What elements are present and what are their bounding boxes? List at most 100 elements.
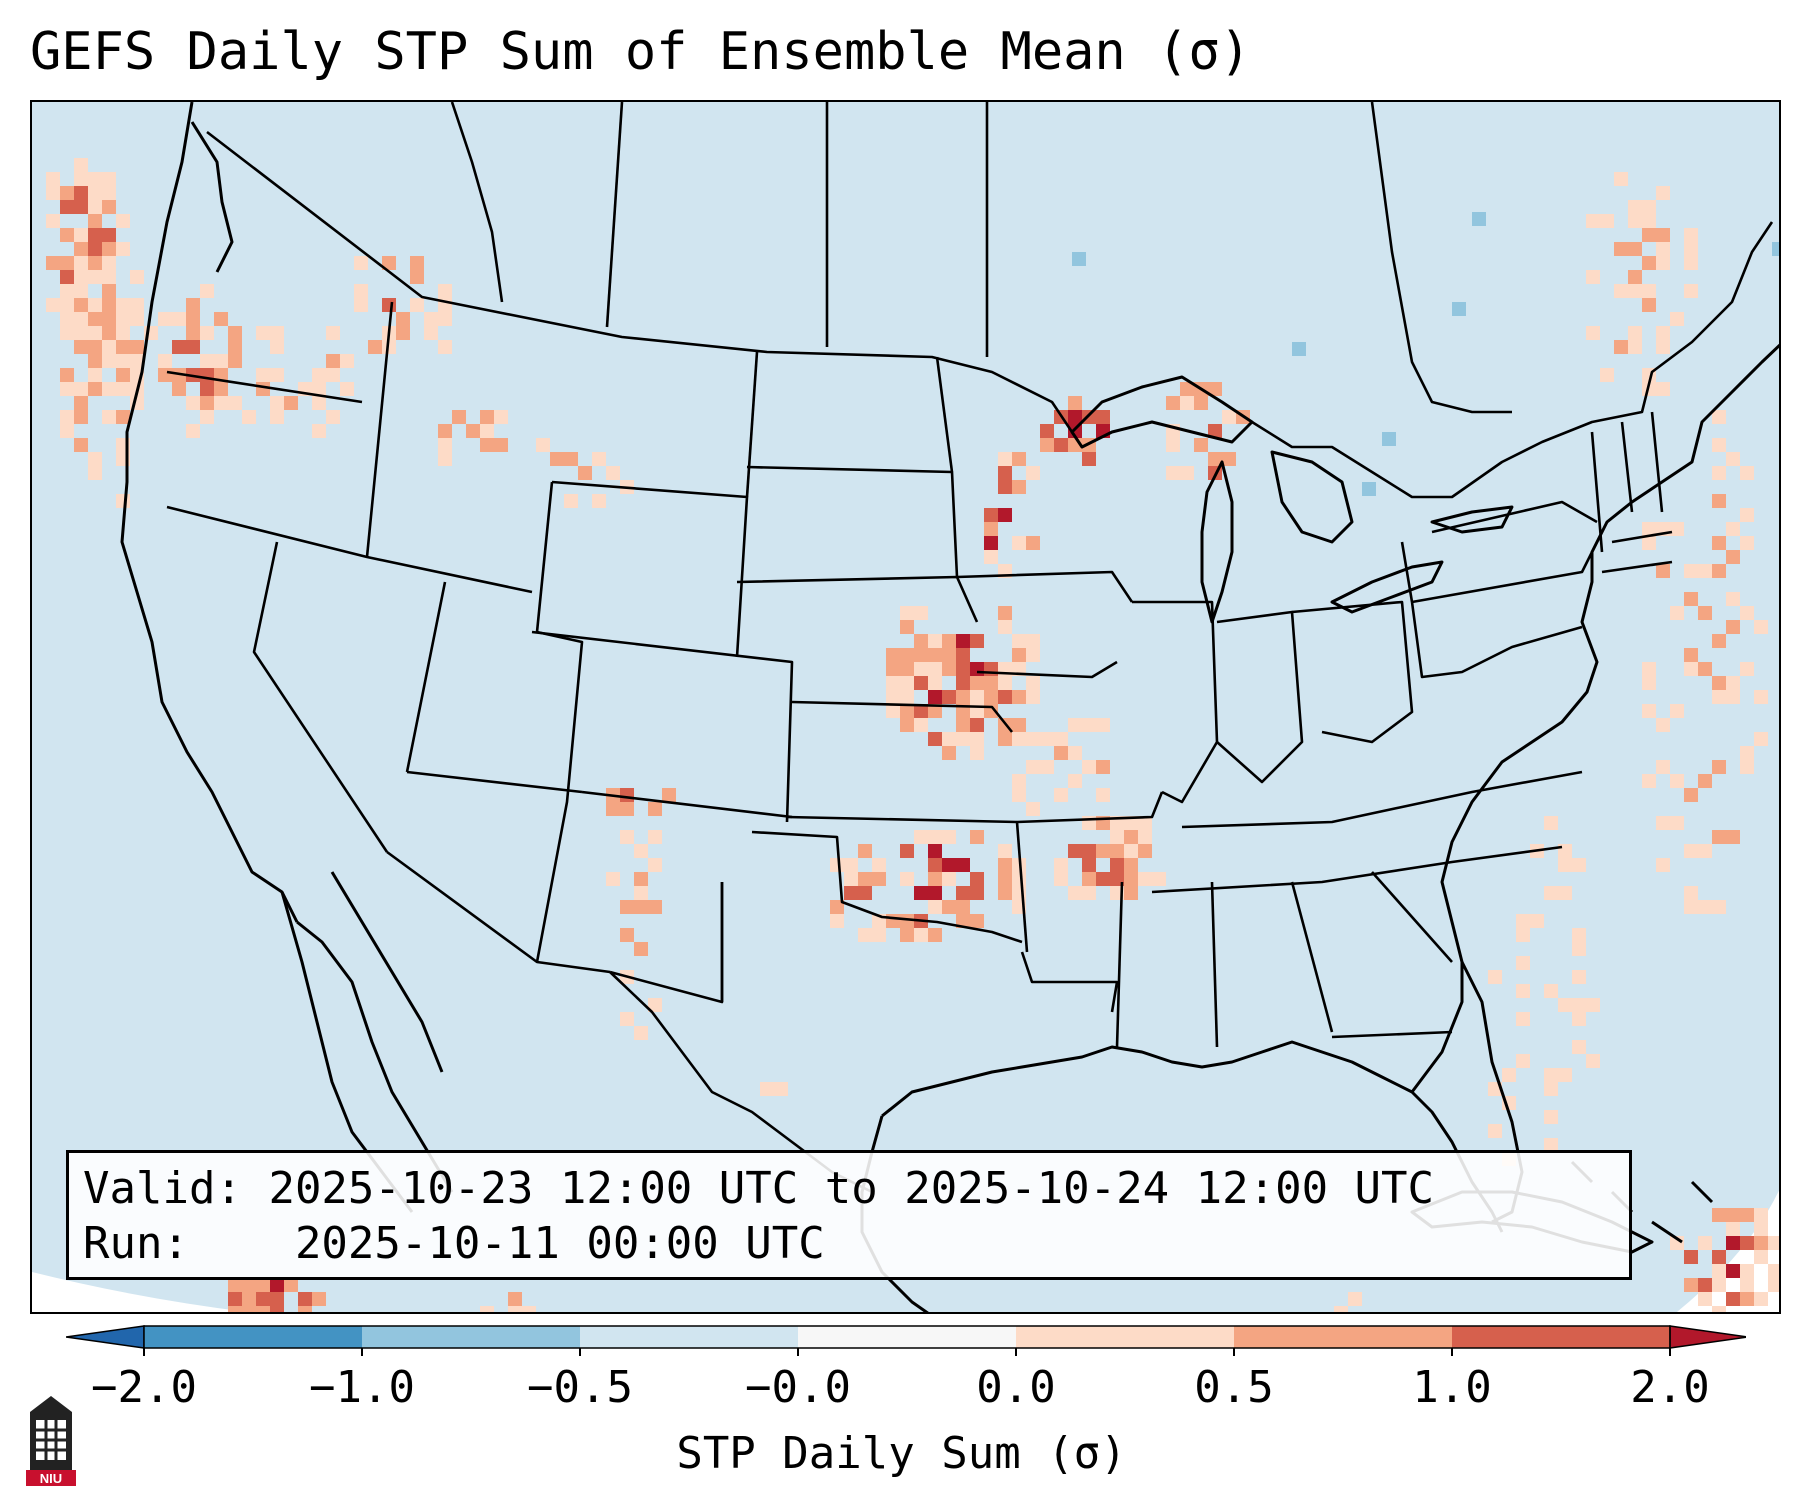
stp-cell [186,312,200,326]
stp-cell [410,298,424,312]
stp-cell [578,466,592,480]
stp-cell [1642,774,1656,788]
stp-cell [620,802,634,816]
stp-cell [200,396,214,410]
colorbar-tick-label: −0.0 [745,1362,851,1413]
stp-cell [1712,634,1726,648]
stp-cell [1026,634,1040,648]
stp-cell [102,242,116,256]
stp-cell [1656,186,1670,200]
lake-erie [1330,560,1444,614]
stp-cell [886,690,900,704]
pa-south-border [1411,551,1594,604]
stp-cell [1586,1054,1600,1068]
stp-cell [1684,242,1698,256]
stp-cell [858,844,872,858]
stp-cell [928,704,942,718]
stp-cell [1670,774,1684,788]
stp-cell [102,172,116,186]
stp-cell [1726,1236,1740,1250]
stp-cell [1516,914,1530,928]
stp-cell [928,690,942,704]
stp-cell [284,1278,298,1292]
stp-cell [88,452,102,466]
ut-az-border [406,770,583,794]
stp-cell [46,256,60,270]
stp-cell [452,410,466,424]
colorbar-tick-label: 1.0 [1412,1362,1492,1413]
stp-cell [382,340,396,354]
stp-cell [1138,830,1152,844]
stp-cell [900,648,914,662]
stp-cell [1740,606,1754,620]
stp-cell [102,200,116,214]
stp-cell [1138,844,1152,858]
stp-cell [60,298,74,312]
stp-cell [1068,774,1082,788]
stp-cell [438,424,452,438]
stp-cell [46,214,60,228]
stp-cell [172,312,186,326]
stp-cell [1124,886,1138,900]
run-value: 2025-10-11 00:00 UTC [294,1218,825,1269]
stp-cell [1642,662,1656,676]
stp-cell [1642,522,1656,536]
alberta-sask-border [605,102,624,328]
stp-cell [74,326,88,340]
stp-cell [1642,228,1656,242]
lake-ontario [1430,505,1514,534]
stp-cell [1712,564,1726,578]
indiana-border [1216,610,1304,784]
stp-cell [1754,1292,1768,1306]
stp-cell [1642,536,1656,550]
valid-line: Valid: 2025-10-23 12:00 UTC to 2025-10-2… [83,1161,1615,1216]
stp-cell [844,886,858,900]
stp-cell [298,1306,312,1312]
stp-cell [1068,886,1082,900]
us-canada-border-east [1251,221,1774,499]
stp-cell [1684,648,1698,662]
stp-cell [102,186,116,200]
stp-cell [480,1306,494,1312]
stp-cell [88,186,102,200]
stp-cell [228,354,242,368]
atlantic-coastline [1440,343,1779,963]
stp-cell [494,438,508,452]
stp-cell [116,494,130,508]
stp-cell [116,312,130,326]
stp-cell [1670,522,1684,536]
stp-cell [1544,816,1558,830]
sd-ne-border [736,575,979,623]
stp-cell [312,396,326,410]
ok-ar-border [1015,821,1029,953]
stp-cell [424,312,438,326]
stp-cell [928,872,942,886]
stp-cell [74,284,88,298]
stp-cell [984,508,998,522]
stp-cell [1096,872,1110,886]
stp-cell [1012,788,1026,802]
stp-cell [88,242,102,256]
stp-cell [914,662,928,676]
stp-cell [942,872,956,886]
stp-cell [634,1026,648,1040]
stp-cell [620,928,634,942]
stp-cell [74,382,88,396]
stp-cell [774,1082,788,1096]
stp-cell [1166,438,1180,452]
stp-cell [1096,788,1110,802]
stp-cell [116,340,130,354]
stp-cell [340,354,354,368]
stp-cell [1642,200,1656,214]
puget-sound [190,121,234,273]
stp-cell [88,340,102,354]
stp-cell [872,858,886,872]
stp-cell [998,886,1012,900]
stp-cell [1712,760,1726,774]
stp-cell [1334,1306,1348,1312]
stp-cell [1726,620,1740,634]
stp-cell [1110,830,1124,844]
ia-mo-border [976,660,1118,679]
stp-cell [1068,718,1082,732]
stp-cell [1684,228,1698,242]
